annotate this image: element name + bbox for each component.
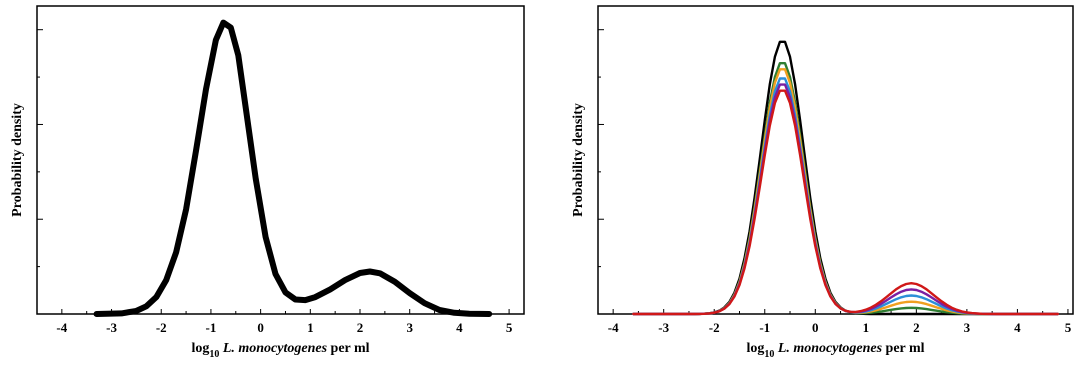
x-tick-label: 2: [913, 320, 920, 335]
plot-frame: [597, 5, 1074, 315]
plot-frame: [36, 5, 525, 315]
x-tick-label: 3: [406, 320, 413, 335]
x-tick-label: 0: [257, 320, 264, 335]
x-tick-label: 0: [812, 320, 819, 335]
x-axis-label: log10 L. monocytogenes per ml: [746, 341, 924, 360]
x-tick-label: 3: [964, 320, 971, 335]
x-axis-label: log10 L. monocytogenes per ml: [191, 341, 369, 360]
y-axis-label: Probability density: [10, 103, 25, 217]
x-tick-label: -4: [608, 320, 619, 335]
x-tick-label: 4: [1014, 320, 1021, 335]
x-tick-label: -3: [658, 320, 669, 335]
x-tick-label: 5: [506, 320, 513, 335]
series-line: [632, 89, 1059, 316]
series-line: [632, 62, 1059, 316]
x-tick-label: -3: [106, 320, 117, 335]
x-tick-label: -2: [709, 320, 720, 335]
x-tick-label: -1: [206, 320, 217, 335]
x-tick-label: -2: [156, 320, 167, 335]
series-line: [93, 19, 493, 317]
left-chart-panel: -4 -3 -2 -1 0 1 2 3 4 5 Probability density log10 L…: [10, 5, 525, 360]
x-tick-label: 1: [307, 320, 314, 335]
x-tick-label: 5: [1065, 320, 1072, 335]
series-line: [632, 83, 1059, 316]
right-chart-panel: -4 -3 -2 -1 0 1 2 3 4 5 Probability density log10 L…: [540, 0, 1077, 366]
series-line: [632, 40, 1059, 316]
right-chart: -4 -3 -2 -1 0 1 2 3 4 5 Probability density log10 L…: [571, 5, 1074, 360]
x-tick-label: 2: [357, 320, 364, 335]
x-tick-label: -1: [759, 320, 770, 335]
series-line: [632, 68, 1059, 316]
x-tick-label: 4: [456, 320, 463, 335]
series-line: [632, 77, 1059, 316]
x-tick-label: -4: [56, 320, 67, 335]
y-axis-label: Probability density: [571, 103, 586, 217]
left-chart: -4 -3 -2 -1 0 1 2 3 4 5 Probability density log10 L…: [10, 5, 525, 360]
x-tick-label: 1: [863, 320, 870, 335]
